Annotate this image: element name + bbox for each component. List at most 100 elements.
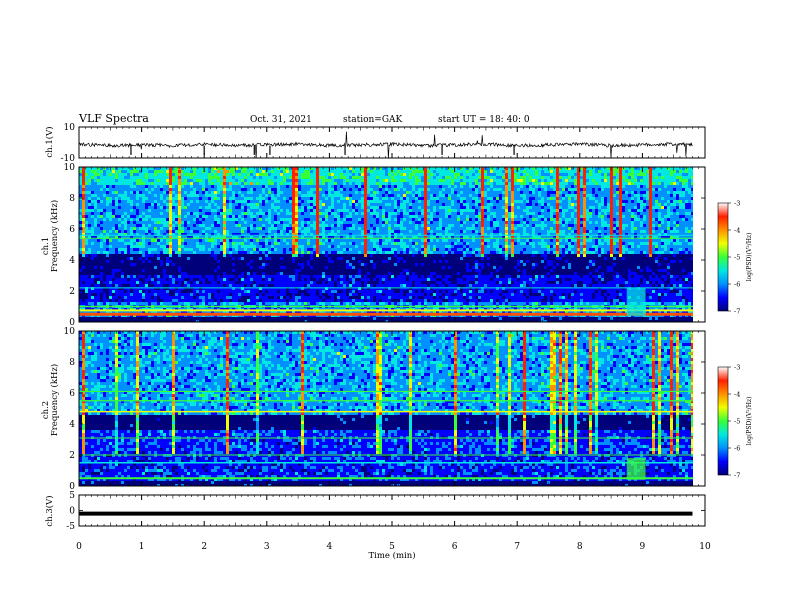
spectrogram-cell <box>178 302 181 305</box>
spectrogram-cell <box>106 227 109 230</box>
spectrogram-cell <box>322 188 325 191</box>
spectrogram-cell <box>112 272 115 275</box>
spectrogram-cell <box>88 296 91 299</box>
spectrogram-cell <box>355 266 358 269</box>
spectrogram-cell <box>79 194 82 197</box>
spectrogram-cell <box>139 293 142 296</box>
spectrogram-cell <box>235 167 238 170</box>
spectrogram-cell <box>199 191 202 194</box>
spectrogram-cell <box>310 176 313 179</box>
spectrogram-cell <box>346 284 349 287</box>
spectrogram-cell <box>247 191 250 194</box>
spectrogram-cell <box>229 203 232 206</box>
spectrogram-cell <box>301 299 304 302</box>
spectrogram-cell <box>178 203 181 206</box>
spectrogram-cell <box>148 215 151 218</box>
spectrogram-cell <box>118 266 121 269</box>
spectrogram-cell <box>244 236 247 239</box>
spectrogram-cell <box>127 167 130 170</box>
spectrogram-cell <box>130 197 133 200</box>
spectrogram-cell <box>244 206 247 209</box>
spectrogram-cell <box>298 182 301 185</box>
spectrogram-cell <box>361 299 364 302</box>
spectrogram-cell <box>361 212 364 215</box>
spectrogram-cell <box>112 275 115 278</box>
spectrogram-cell <box>277 293 280 296</box>
spectrogram-cell <box>325 254 328 257</box>
spectrogram-cell <box>280 299 283 302</box>
spectrogram-cell <box>337 191 340 194</box>
spectrogram-cell <box>130 176 133 179</box>
spectrogram-cell <box>271 245 274 248</box>
spectrogram-cell <box>310 242 313 245</box>
spectrogram-cell <box>337 245 340 248</box>
spectrogram-cell <box>325 203 328 206</box>
spectrogram-cell <box>91 203 94 206</box>
spectrogram-cell <box>142 215 145 218</box>
spectrogram-cell <box>82 176 85 179</box>
spectrogram-cell <box>100 275 103 278</box>
spectrogram-cell <box>91 194 94 197</box>
spectrogram-cell <box>94 200 97 203</box>
spectrogram-cell <box>214 236 217 239</box>
spectrogram-cell <box>334 209 337 212</box>
spectrogram-cell <box>268 272 271 275</box>
spectrogram-cell <box>139 311 142 314</box>
spectrogram-cell <box>103 203 106 206</box>
spectrogram-cell <box>292 260 295 263</box>
spectrogram-cell <box>103 227 106 230</box>
spectrogram-cell <box>175 254 178 257</box>
spectrogram-cell <box>253 230 256 233</box>
spectrogram-cell <box>139 218 142 221</box>
spectrogram-cell <box>310 221 313 224</box>
spectrogram-cell <box>271 293 274 296</box>
spectrogram-cell <box>97 293 100 296</box>
spectrogram-cell <box>289 275 292 278</box>
spectrogram-cell <box>151 266 154 269</box>
spectrogram-cell <box>346 251 349 254</box>
spectrogram-cell <box>238 239 241 242</box>
spectrogram-cell <box>358 260 361 263</box>
spectrogram-cell <box>322 167 325 170</box>
spectrogram-cell <box>115 281 118 284</box>
spectrogram-cell <box>331 236 334 239</box>
spectrogram-cell <box>109 254 112 257</box>
spectrogram-cell <box>133 263 136 266</box>
spectrogram-cell <box>178 242 181 245</box>
spectrogram-cell <box>214 266 217 269</box>
spectrogram-cell <box>316 311 319 314</box>
spectrogram-cell <box>295 188 298 191</box>
spectrogram-cell <box>88 185 91 188</box>
spectrogram-cell <box>124 218 127 221</box>
spectrogram-cell <box>346 278 349 281</box>
spectrogram-cell <box>280 302 283 305</box>
spectrogram-cell <box>82 233 85 236</box>
spectrogram-cell <box>232 248 235 251</box>
spectrogram-cell <box>97 272 100 275</box>
spectrogram-cell <box>196 251 199 254</box>
spectrogram-cell <box>163 251 166 254</box>
spectrogram-cell <box>211 188 214 191</box>
spectrogram-cell <box>349 185 352 188</box>
spectrogram-cell <box>274 218 277 221</box>
spectrogram-cell <box>352 263 355 266</box>
spectrogram-cell <box>148 233 151 236</box>
spectrogram-cell <box>181 182 184 185</box>
spectrogram-cell <box>151 233 154 236</box>
spectrogram-cell <box>340 185 343 188</box>
spectrogram-cell <box>163 170 166 173</box>
spectrogram-cell <box>157 185 160 188</box>
spectrogram-cell <box>136 287 139 290</box>
spectrogram-cell <box>247 299 250 302</box>
spectrogram-cell <box>268 203 271 206</box>
spectrogram-cell <box>109 194 112 197</box>
spectrogram-cell <box>85 299 88 302</box>
spectrogram-cell <box>355 242 358 245</box>
spectrogram-cell <box>271 257 274 260</box>
spectrogram-cell <box>265 215 268 218</box>
spectrogram-cell <box>253 269 256 272</box>
spectrogram-cell <box>94 191 97 194</box>
spectrogram-cell <box>232 257 235 260</box>
spectrogram-cell <box>103 197 106 200</box>
spectrogram-cell <box>202 272 205 275</box>
